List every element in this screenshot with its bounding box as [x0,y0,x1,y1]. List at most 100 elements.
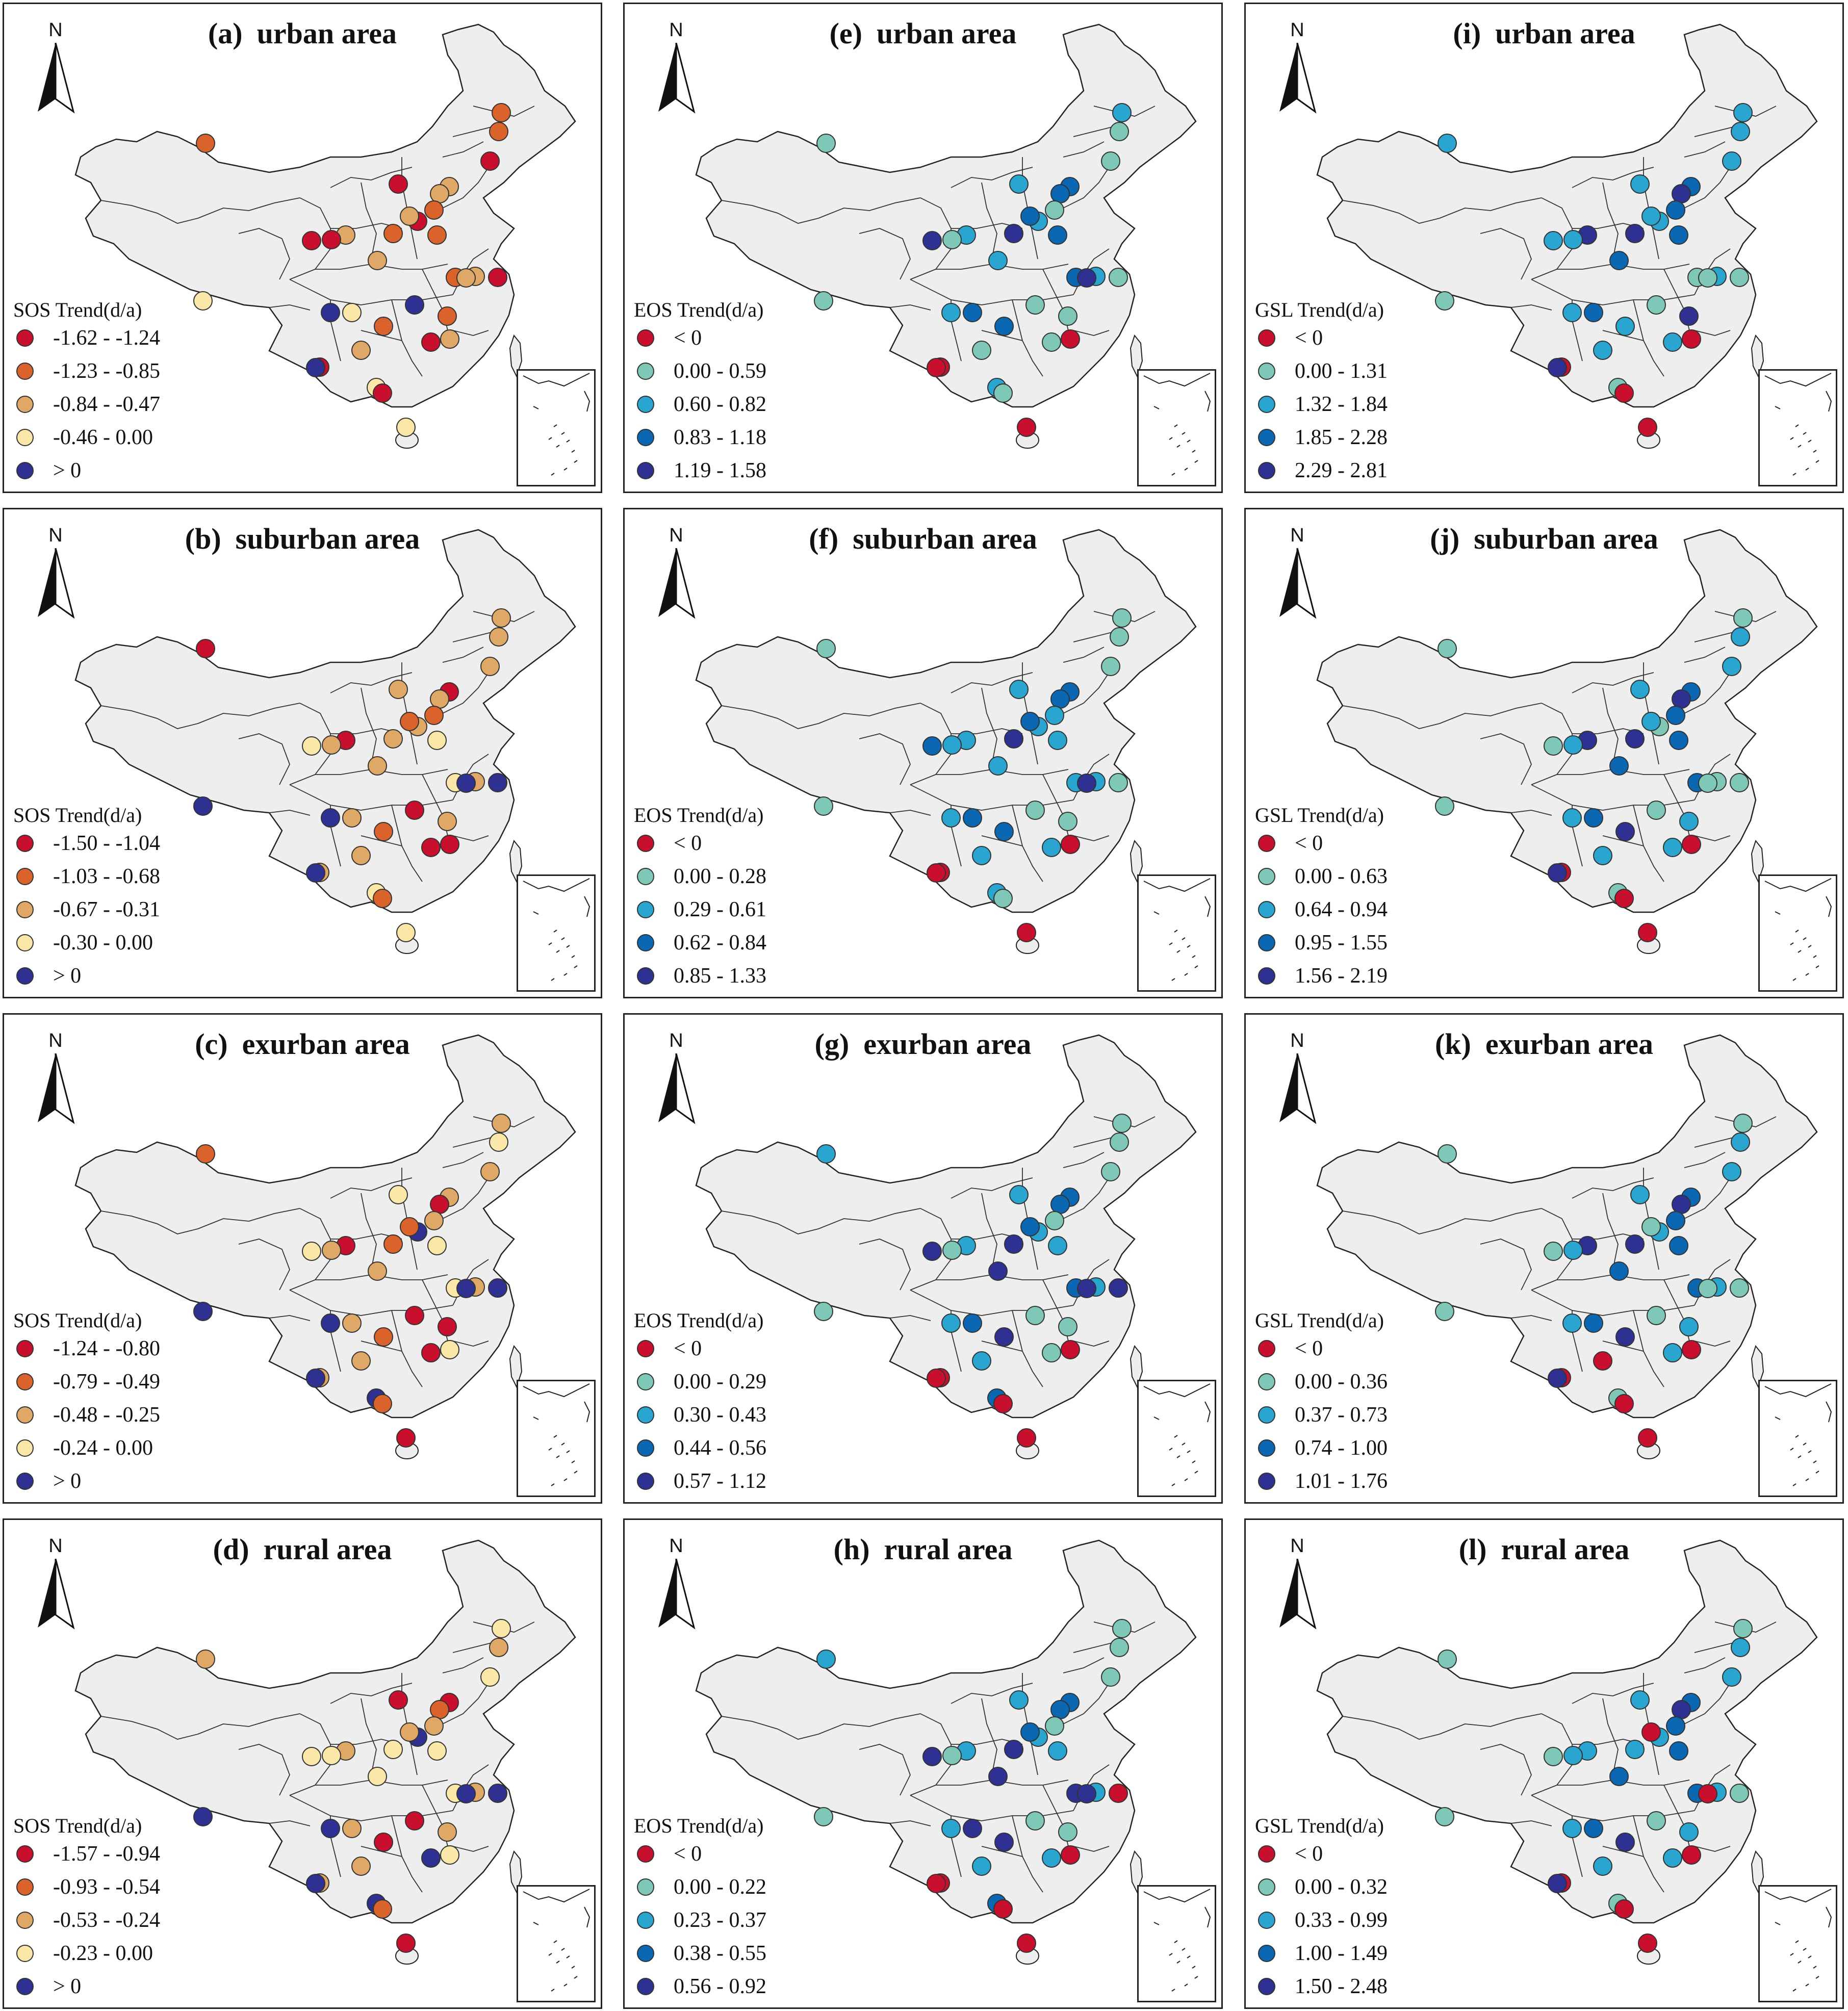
china-map [1316,1034,1818,1459]
site-marker [1101,1667,1120,1687]
province-boundary [1063,1657,1105,1673]
south-china-sea-inset [517,1885,596,2002]
province-boundary [361,1193,377,1270]
province-boundary [1063,1152,1105,1168]
province-boundary [1439,1208,1542,1229]
site-marker [424,1716,444,1736]
site-marker [1061,1340,1080,1359]
site-marker [1058,1317,1077,1336]
legend-swatch-icon [1258,1373,1275,1390]
legend-item-label: < 0 [674,1842,702,1866]
north-label: N [669,1030,683,1051]
province-boundary [1572,672,1654,693]
legend-swatch-icon [637,363,654,380]
site-marker [994,822,1014,841]
province-boundary [330,1683,413,1704]
province-boundary [936,1274,1069,1280]
site-marker [400,712,419,731]
map-panel-sos-3: N (d) rural area SOS Trend(d/a) -1.57 - -0.9… [3,1518,602,2009]
province-boundary [1694,631,1736,642]
north-label: N [48,1030,63,1051]
site-marker [994,1327,1014,1347]
site-marker [1593,1857,1612,1876]
site-marker [193,796,213,816]
site-marker [351,846,371,865]
site-marker [492,608,511,628]
site-marker [306,1369,325,1388]
legend-item: 0.00 - 0.63 [1252,860,1388,893]
site-marker [1435,1302,1454,1321]
province-boundary [1510,1820,1552,1826]
province-boundary [1602,1193,1619,1270]
province-boundary [315,1274,448,1280]
legend-item: -0.84 - -0.47 [10,388,160,421]
province-boundary [197,197,300,219]
site-marker [972,341,991,360]
site-marker [1435,1807,1454,1826]
north-arrow-icon [1279,1559,1317,1630]
province-boundary [100,1716,198,1740]
site-marker [1641,712,1661,731]
site-marker [1109,773,1128,792]
province-boundary [1073,330,1110,336]
legend-title: SOS Trend(d/a) [13,804,142,827]
province-boundary [442,647,484,663]
site-marker [1438,639,1457,658]
site-marker [1042,1343,1061,1362]
site-marker [368,1767,387,1786]
province-boundary [100,200,198,224]
site-marker [1058,1822,1077,1842]
legend: GSL Trend(d/a) < 0 0.00 - 0.32 0.33 - 0.99 1… [1252,1814,1388,2003]
legend-title: GSL Trend(d/a) [1255,804,1384,827]
site-marker [1682,1845,1701,1865]
legend-item-label: < 0 [1295,1337,1323,1360]
province-boundary [1342,705,1440,729]
legend-item: 1.32 - 1.84 [1252,388,1388,421]
site-marker [1548,358,1567,377]
site-marker [1112,1619,1132,1638]
province-boundary [859,1239,911,1291]
map-panel-eos-3: N (h) rural area EOS Trend(d/a) < 0 0.00 - 0.… [623,1518,1223,2009]
site-marker [424,200,444,220]
site-marker [1730,1278,1749,1298]
province-boundary [981,182,997,260]
site-marker [373,383,392,403]
site-marker [993,1394,1013,1413]
legend-swatch-icon [1258,1406,1275,1424]
legend-swatch-icon [16,1912,34,1929]
legend-item: 0.62 - 0.84 [631,926,766,960]
site-marker [988,1261,1008,1281]
site-marker [1562,1313,1582,1333]
site-marker [1584,808,1603,828]
site-marker [1435,796,1454,816]
legend-swatch-icon [16,934,34,951]
province-boundary [1073,1642,1115,1653]
site-marker [430,1700,449,1719]
province-boundary [889,810,931,816]
legend-item: 0.57 - 1.12 [631,1465,766,1498]
province-boundary [1073,835,1110,841]
china-map [74,1539,576,1965]
legend-item: < 0 [1252,1838,1388,1871]
legend-item: < 0 [631,827,766,860]
panel-area-label: exurban area [1485,1027,1654,1061]
province-boundary [1063,672,1110,714]
province-boundary [330,672,413,693]
legend-item: 2.29 - 2.81 [1252,454,1388,487]
legend-item-label: 1.32 - 1.84 [1295,393,1388,416]
china-map [74,529,576,954]
site-marker [1730,773,1749,792]
panel-area-label: rural area [1501,1533,1630,1566]
site-marker [368,251,387,270]
site-marker [342,808,362,828]
legend-item: -0.79 - -0.49 [10,1365,160,1399]
site-marker [1584,303,1603,322]
site-marker [1669,225,1688,245]
site-marker [972,1857,991,1876]
legend-title: EOS Trend(d/a) [634,804,764,827]
china-map [74,1034,576,1459]
site-marker [430,689,449,709]
site-marker [1045,200,1064,220]
panel-title: (k) exurban area [1246,1027,1842,1061]
south-china-sea-inset [1758,1885,1837,2002]
